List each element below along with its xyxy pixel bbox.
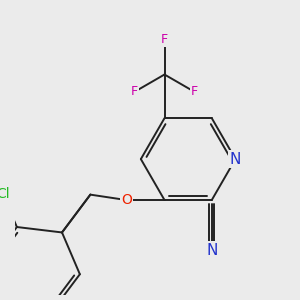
Text: F: F [131, 85, 138, 98]
Text: Cl: Cl [0, 187, 9, 201]
Text: N: N [206, 242, 218, 257]
Text: N: N [230, 152, 241, 166]
Text: O: O [121, 193, 132, 207]
Text: F: F [161, 34, 168, 46]
Text: F: F [191, 85, 198, 98]
